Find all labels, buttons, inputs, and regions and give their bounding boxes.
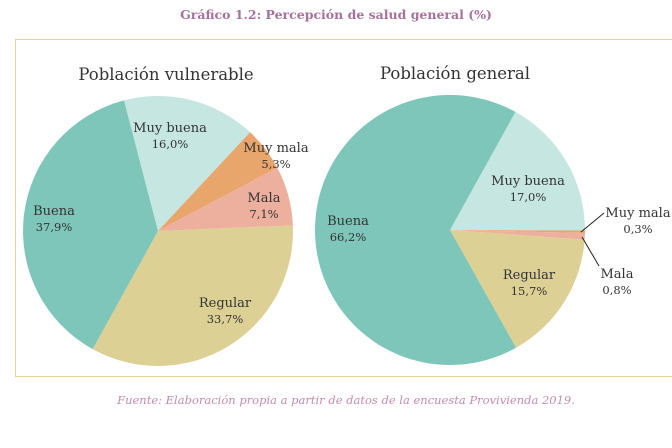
- slice-label-regular: Regular: [503, 268, 556, 283]
- slice-value-regular: 15,7%: [511, 284, 548, 298]
- slice-value-mala: 0,8%: [602, 283, 631, 297]
- leader-line: [580, 212, 605, 233]
- source-note: Fuente: Elaboración propia a partir de d…: [117, 393, 575, 407]
- pie-slice-muy-mala: [450, 230, 585, 234]
- slice-value-muy-buena: 16,0%: [152, 137, 189, 151]
- pie-slice-regular: [92, 225, 293, 366]
- chart-title: Gráfico 1.2: Percepción de salud general…: [180, 7, 492, 22]
- slice-value-muy-buena: 17,0%: [510, 190, 547, 204]
- pie-slice-buena: [23, 100, 158, 350]
- pie-slice-muy-buena: [450, 111, 586, 231]
- pie-title: Población vulnerable: [78, 65, 253, 84]
- slice-label-regular: Regular: [199, 296, 252, 311]
- slice-label-muy-buena: Muy buena: [491, 174, 565, 189]
- slice-label-mala: Mala: [601, 267, 634, 282]
- pie-slice-muy-mala: [158, 132, 278, 231]
- chart-frame: [15, 39, 672, 377]
- slice-value-regular: 33,7%: [207, 312, 244, 326]
- pie-slice-muy-buena: [123, 96, 251, 231]
- slice-value-mala: 7,1%: [249, 207, 278, 221]
- slice-label-buena: Buena: [327, 214, 369, 229]
- pie-title: Población general: [380, 64, 530, 83]
- slice-label-muy-mala: Muy mala: [243, 141, 308, 156]
- slice-label-muy-buena: Muy buena: [133, 121, 207, 136]
- slice-value-buena: 66,2%: [330, 230, 367, 244]
- pie-slice-regular: [450, 230, 585, 348]
- slice-value-muy-mala: 0,3%: [623, 222, 652, 236]
- slice-label-buena: Buena: [33, 204, 75, 219]
- leader-line: [581, 236, 600, 267]
- pie-slice-mala: [158, 167, 293, 231]
- slice-label-muy-mala: Muy mala: [605, 206, 670, 221]
- slice-label-mala: Mala: [248, 191, 281, 206]
- slice-value-buena: 37,9%: [36, 220, 73, 234]
- pie-slice-mala: [450, 230, 585, 240]
- slice-value-muy-mala: 5,3%: [261, 157, 290, 171]
- pie-slice-buena: [315, 94, 517, 366]
